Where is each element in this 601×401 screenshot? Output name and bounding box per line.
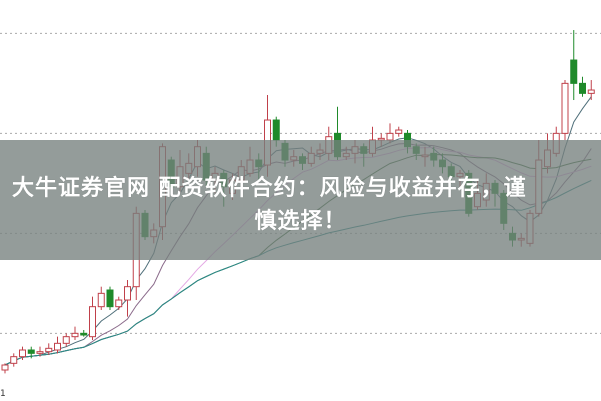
candle-down [80,332,88,336]
candle-down [272,119,280,141]
candle-up [124,286,131,301]
headline-banner: 大牛证券官网 配资软件合约：风险与收益并存，谨 慎选择！ [0,140,601,260]
candle-down [579,82,586,94]
candle-up [19,349,26,358]
x-tick-label: 1 [0,389,6,399]
headline-line-1: 大牛证券官网 配资软件合约：风险与收益并存，谨 [12,176,527,201]
candle-up [10,356,18,364]
candle-up [115,299,123,308]
candle-up [71,332,79,338]
candle-up [561,82,569,134]
headline-line-2: 慎选择！ [254,209,347,234]
candle-up [89,306,96,338]
candle-up [97,292,105,308]
candle-up [54,342,61,351]
candle-up [45,347,53,353]
candle-up [587,89,595,94]
candle-up [62,336,70,344]
candle-down [570,59,578,84]
candle-down [27,349,35,354]
candle-up [395,129,403,134]
candle-up [36,351,44,354]
candle-up [1,364,9,371]
candle-down [106,289,114,308]
